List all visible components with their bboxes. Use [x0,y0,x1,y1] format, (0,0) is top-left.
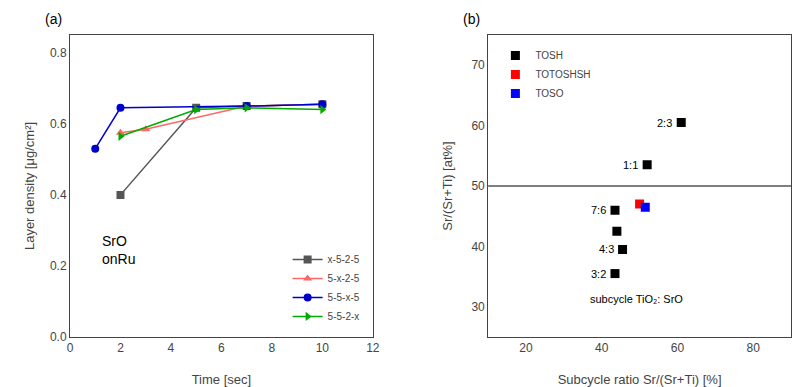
svg-text:3:2: 3:2 [591,268,606,280]
svg-text:40: 40 [595,341,609,355]
svg-text:1:1: 1:1 [623,159,638,171]
svg-text:10: 10 [316,341,330,355]
svg-text:0.4: 0.4 [50,188,67,202]
svg-text:subcycle TiO₂: SrO: subcycle TiO₂: SrO [590,293,683,305]
svg-text:Sr/(Sr+Ti) [at%]: Sr/(Sr+Ti) [at%] [440,141,455,230]
svg-text:60: 60 [471,119,485,133]
svg-text:20: 20 [519,341,533,355]
svg-text:Time [sec]: Time [sec] [192,372,251,387]
svg-text:0.8: 0.8 [50,46,67,60]
svg-text:5-5-x-5: 5-5-x-5 [328,292,360,303]
svg-text:0.0: 0.0 [50,330,67,344]
svg-text:0: 0 [67,341,74,355]
svg-text:12: 12 [366,341,380,355]
svg-text:Layer density [μg/cm²]: Layer density [μg/cm²] [22,122,37,250]
svg-text:2:3: 2:3 [657,117,672,129]
svg-text:TOSO: TOSO [535,88,563,99]
svg-text:30: 30 [471,300,485,314]
svg-text:40: 40 [471,240,485,254]
svg-text:6: 6 [218,341,225,355]
svg-text:80: 80 [746,341,760,355]
svg-text:2: 2 [117,341,124,355]
svg-text:8: 8 [269,341,276,355]
svg-text:7:6: 7:6 [591,204,606,216]
svg-text:Subcycle ratio Sr/(Sr+Ti) [%]: Subcycle ratio Sr/(Sr+Ti) [%] [558,372,722,387]
svg-text:70: 70 [471,58,485,72]
svg-text:(a): (a) [45,11,62,27]
svg-text:50: 50 [471,179,485,193]
svg-text:0.2: 0.2 [50,259,67,273]
svg-text:4:3: 4:3 [599,243,614,255]
svg-text:TOTOSHSH: TOTOSHSH [535,69,590,80]
svg-text:4: 4 [168,341,175,355]
svg-text:5-5-2-x: 5-5-2-x [328,311,360,322]
svg-text:(b): (b) [463,11,480,27]
svg-text:5-x-2-5: 5-x-2-5 [328,273,360,284]
svg-text:SrOonRu: SrOonRu [102,233,135,267]
svg-text:x-5-2-5: x-5-2-5 [328,254,360,265]
svg-text:60: 60 [671,341,685,355]
svg-text:0.6: 0.6 [50,117,67,131]
svg-text:TOSH: TOSH [535,50,563,61]
